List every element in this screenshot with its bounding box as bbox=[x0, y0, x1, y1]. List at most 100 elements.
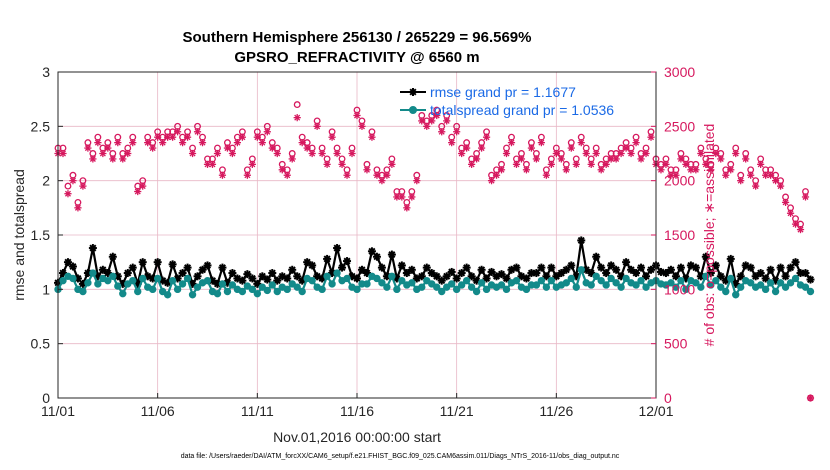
point-assimilated bbox=[303, 144, 311, 152]
point-totalspread bbox=[253, 289, 262, 298]
point-assimilated bbox=[114, 139, 122, 147]
point-totalspread bbox=[228, 281, 237, 289]
point-assimilated bbox=[572, 160, 580, 168]
x-axis-label: Nov.01,2016 00:00:00 start bbox=[273, 429, 441, 445]
point-totalspread bbox=[139, 274, 147, 283]
point-totalspread bbox=[408, 279, 416, 287]
point-assimilated bbox=[617, 149, 625, 158]
point-totalspread bbox=[607, 274, 615, 283]
point-rmse bbox=[333, 244, 342, 253]
point-totalspread bbox=[477, 279, 486, 287]
point-totalspread bbox=[781, 283, 790, 291]
point-totalspread bbox=[722, 287, 730, 296]
point-rmse bbox=[228, 269, 237, 278]
point-rmse bbox=[138, 258, 147, 267]
point-rmse bbox=[128, 263, 137, 272]
point-assimilated bbox=[587, 160, 595, 168]
point-assimilated bbox=[453, 128, 461, 136]
point-assimilated bbox=[702, 160, 710, 168]
point-totalspread bbox=[418, 283, 426, 291]
point-assimilated bbox=[174, 128, 182, 136]
y-right-tick-label: 0 bbox=[664, 390, 672, 406]
y-right-tick-label: 2500 bbox=[664, 118, 695, 134]
point-rmse bbox=[288, 265, 297, 274]
point-assimilated bbox=[368, 133, 376, 141]
point-assimilated bbox=[682, 160, 690, 168]
point-assimilated bbox=[423, 122, 431, 130]
point-rmse bbox=[806, 275, 815, 284]
point-totalspread bbox=[771, 287, 780, 296]
point-rmse bbox=[153, 258, 162, 267]
point-possible bbox=[293, 101, 301, 109]
y-right-tick-label: 500 bbox=[664, 336, 688, 352]
point-assimilated bbox=[388, 160, 396, 168]
point-assimilated bbox=[517, 155, 526, 163]
point-assimilated bbox=[502, 149, 511, 158]
point-totalspread bbox=[632, 281, 640, 289]
point-assimilated bbox=[99, 149, 107, 158]
point-totalspread bbox=[602, 281, 610, 289]
point-totalspread bbox=[308, 276, 316, 285]
point-assimilated bbox=[139, 182, 147, 190]
point-rmse bbox=[637, 263, 646, 272]
point-rmse bbox=[308, 261, 317, 270]
point-totalspread bbox=[378, 279, 386, 287]
point-assimilated bbox=[477, 144, 486, 152]
point-assimilated bbox=[796, 225, 805, 234]
point-assimilated bbox=[542, 171, 550, 179]
point-rmse bbox=[691, 263, 700, 272]
point-totalspread bbox=[94, 280, 102, 288]
point-rmse bbox=[522, 274, 531, 283]
point-assimilated bbox=[188, 149, 197, 158]
point-totalspread bbox=[89, 269, 97, 277]
y-axis-label-right: # of obs: o=possible; ∗=assimilated bbox=[701, 124, 717, 347]
point-assimilated bbox=[433, 111, 441, 120]
point-totalspread bbox=[288, 280, 296, 288]
x-tick-label: 11/26 bbox=[539, 403, 573, 419]
chart-subtitle: GPSRO_REFRACTIVITY @ 6560 m bbox=[234, 49, 479, 66]
point-totalspread bbox=[502, 285, 511, 294]
point-totalspread bbox=[438, 287, 446, 296]
point-totalspread bbox=[677, 276, 685, 285]
point-assimilated bbox=[238, 133, 246, 141]
y-tick-label: 0 bbox=[42, 390, 50, 406]
point-assimilated bbox=[662, 160, 670, 168]
point-assimilated bbox=[149, 144, 157, 152]
point-rmse bbox=[716, 272, 725, 281]
point-assimilated bbox=[801, 193, 810, 201]
point-assimilated bbox=[283, 171, 291, 179]
point-assimilated bbox=[213, 149, 222, 158]
point-totalspread bbox=[398, 276, 406, 285]
point-assimilated bbox=[273, 149, 281, 158]
point-rmse bbox=[612, 265, 621, 274]
point-assimilated bbox=[727, 166, 735, 174]
point-assimilated bbox=[522, 166, 531, 174]
point-rmse bbox=[457, 269, 466, 278]
point-assimilated bbox=[154, 133, 162, 141]
point-totalspread bbox=[567, 274, 575, 283]
point-totalspread bbox=[218, 280, 227, 288]
point-assimilated bbox=[557, 155, 565, 163]
point-rmse bbox=[676, 263, 685, 272]
point-assimilated bbox=[178, 139, 187, 147]
point-totalspread bbox=[457, 281, 466, 289]
point-totalspread bbox=[298, 287, 306, 296]
point-assimilated bbox=[767, 171, 775, 179]
point-totalspread bbox=[124, 280, 132, 288]
point-rmse bbox=[532, 269, 541, 278]
point-assimilated bbox=[527, 144, 536, 152]
point-assimilated bbox=[597, 166, 605, 174]
point-totalspread bbox=[104, 276, 112, 285]
point-assimilated bbox=[722, 171, 730, 179]
point-assimilated bbox=[74, 204, 82, 212]
point-totalspread bbox=[717, 283, 725, 291]
point-rmse bbox=[746, 263, 755, 272]
point-rmse bbox=[627, 265, 636, 274]
point-rmse bbox=[343, 257, 352, 266]
y-tick-label: 2 bbox=[42, 173, 50, 189]
point-assimilated bbox=[692, 166, 700, 174]
point-totalspread bbox=[84, 279, 92, 287]
point-rmse bbox=[617, 272, 626, 281]
grid bbox=[57, 71, 657, 399]
point-totalspread bbox=[592, 272, 600, 280]
